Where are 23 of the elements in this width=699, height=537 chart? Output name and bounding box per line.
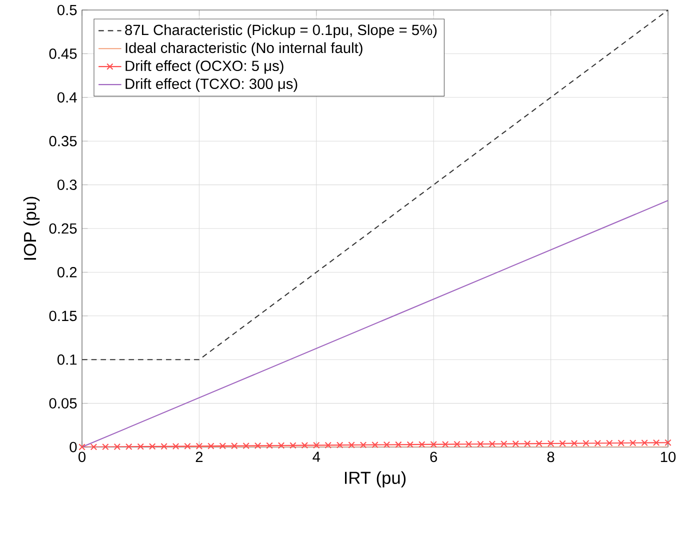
x-tick-label: 2: [196, 452, 203, 462]
legend-label: 87L Characteristic (Pickup = 0.1pu, Slope = 5%): [125, 24, 437, 38]
y-axis-title: IOP (pu): [23, 196, 40, 260]
y-tick-label: 0.15: [49, 310, 77, 322]
y-tick-label: 0.3: [57, 180, 77, 190]
y-tick-label: 0.5: [57, 4, 77, 16]
y-tick-label: 0.35: [49, 136, 77, 146]
y-tick-label: 0.2: [57, 267, 77, 278]
y-tick-label: 0.4: [57, 92, 77, 103]
legend-label: Drift effect (TCXO: 300 μs): [126, 78, 298, 92]
y-tick-label: 0.05: [49, 398, 77, 408]
legend-label: Drift effect (OCXO: 5 μs): [126, 60, 284, 74]
x-tick-label: 4: [312, 452, 320, 462]
y-tick-label: 0.1: [57, 354, 77, 365]
y-tick-label: 0.25: [49, 223, 77, 234]
x-tick-label: 8: [547, 452, 554, 462]
x-tick-label: 0: [78, 452, 86, 462]
x-tick-label: 6: [430, 452, 438, 462]
x-tick-label: 10: [660, 452, 676, 462]
x-axis-title: IRT (pu): [344, 471, 406, 488]
y-tick-label: 0.45: [49, 48, 77, 59]
y-tick-label: 0: [70, 442, 77, 452]
legend-label: Ideal characteristic (No internal fault): [126, 42, 362, 56]
